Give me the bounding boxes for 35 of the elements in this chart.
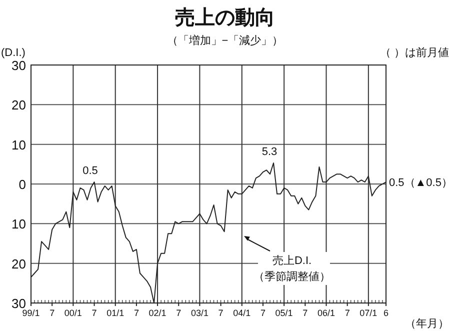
y-tick-label: 10 [12,137,26,152]
x-axis-title: （年月） [405,318,449,330]
x-tick-label: 06/1 [317,308,336,318]
x-tick-label: 04/1 [233,308,251,318]
x-tick-label: 6 [383,308,389,318]
annotation: 0.5 [82,165,98,178]
text: 0.5（▲0.5） [389,177,450,190]
x-tick-label: 02/1 [148,308,166,318]
annotation: 5.3 [262,146,278,158]
x-tick-label: 7 [50,308,55,318]
x-tick-label: 7 [302,308,308,318]
y-axis-title: (D.I.) [1,47,26,59]
annotation: （季節調整値） [254,270,330,283]
x-tick-label: 00/1 [64,308,82,318]
text: （ ）は前月値 [380,47,449,59]
chart-subtitle: （「増加」−「減少」） [166,34,284,47]
y-tick-label: 30 [12,58,26,73]
y-tick-label: 20 [12,98,26,113]
annotation: 売上D.I. [272,254,312,267]
x-tick-label: 7 [260,308,266,318]
x-tick-label: 03/1 [190,308,208,318]
x-tick-label: 7 [92,308,97,318]
chart-title: 売上の動向 [175,7,275,29]
x-tick-label: 05/1 [275,308,293,318]
x-tick-label: 07/1 [360,308,378,318]
y-tick-label: 20 [12,256,26,272]
y-tick-label: 30 [12,296,26,311]
x-tick-label: 7 [218,308,224,318]
x-tick-label: 7 [134,308,139,318]
y-tick-label: 10 [12,216,26,232]
x-tick-label: 7 [176,308,182,318]
x-tick-label: 7 [344,308,350,318]
y-tick-label: 0 [18,177,26,192]
x-tick-label: 01/1 [106,308,124,318]
x-tick-label: 99/1 [22,308,40,318]
